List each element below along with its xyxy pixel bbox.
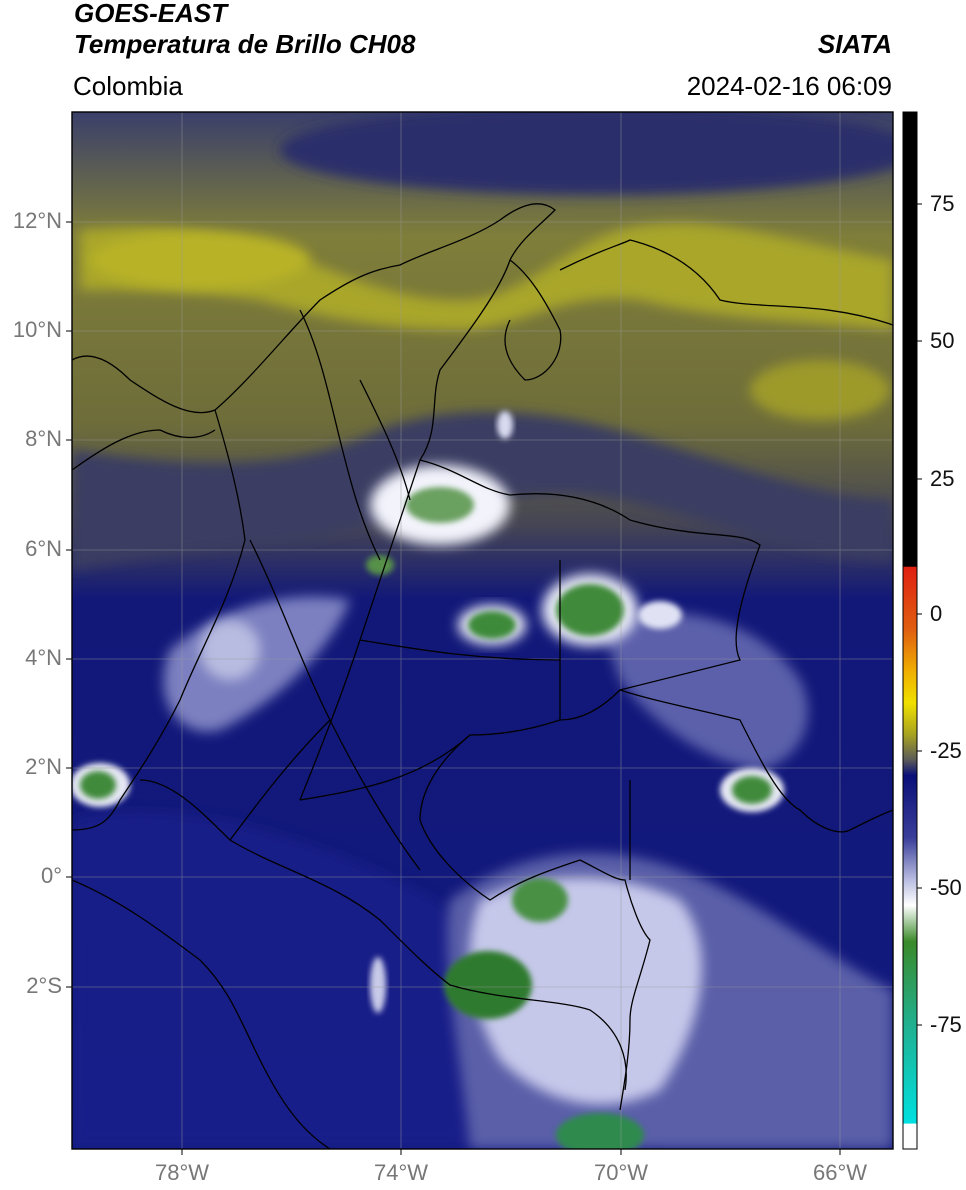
imagery-layer xyxy=(72,112,893,1149)
datetime-label: 2024-02-16 06:09 xyxy=(686,71,892,101)
colorbar-label: 75 xyxy=(930,191,955,216)
colorbar-ticks xyxy=(917,203,922,1026)
institution-label: SIATA xyxy=(817,29,892,59)
lat-tick-label: 2°N xyxy=(25,754,62,779)
lat-tick-label: 10°N xyxy=(12,317,62,342)
colorbar-label: -50 xyxy=(930,875,962,900)
country-borders xyxy=(72,203,893,1149)
lon-tick-label: 70°W xyxy=(593,1160,649,1185)
lat-tick-label: 8°N xyxy=(25,426,62,451)
lat-tick-label: 6°N xyxy=(25,536,62,561)
lat-tick-label: 0° xyxy=(40,863,62,888)
colorbar xyxy=(902,111,918,1150)
colorbar-label: 0 xyxy=(930,601,943,626)
map-frame xyxy=(71,111,894,1150)
product-title: Temperatura de Brillo CH08 xyxy=(74,29,416,59)
colorbar-label: -75 xyxy=(930,1012,962,1037)
lat-tick-label: 12°N xyxy=(12,208,62,233)
region-label: Colombia xyxy=(73,71,183,101)
lon-tick-label: 74°W xyxy=(373,1160,429,1185)
axis-ticks xyxy=(66,221,841,1155)
lat-tick-label: 4°N xyxy=(25,645,62,670)
gridlines xyxy=(72,112,893,1149)
lat-tick-label: 2°S xyxy=(26,973,62,998)
satellite-title: GOES-EAST xyxy=(74,0,228,28)
colorbar-label: 25 xyxy=(930,466,955,491)
colorbar-label: 50 xyxy=(930,328,955,353)
lon-tick-label: 78°W xyxy=(154,1160,210,1185)
colorbar-label: -25 xyxy=(930,738,962,763)
lon-tick-label: 66°W xyxy=(812,1160,868,1185)
